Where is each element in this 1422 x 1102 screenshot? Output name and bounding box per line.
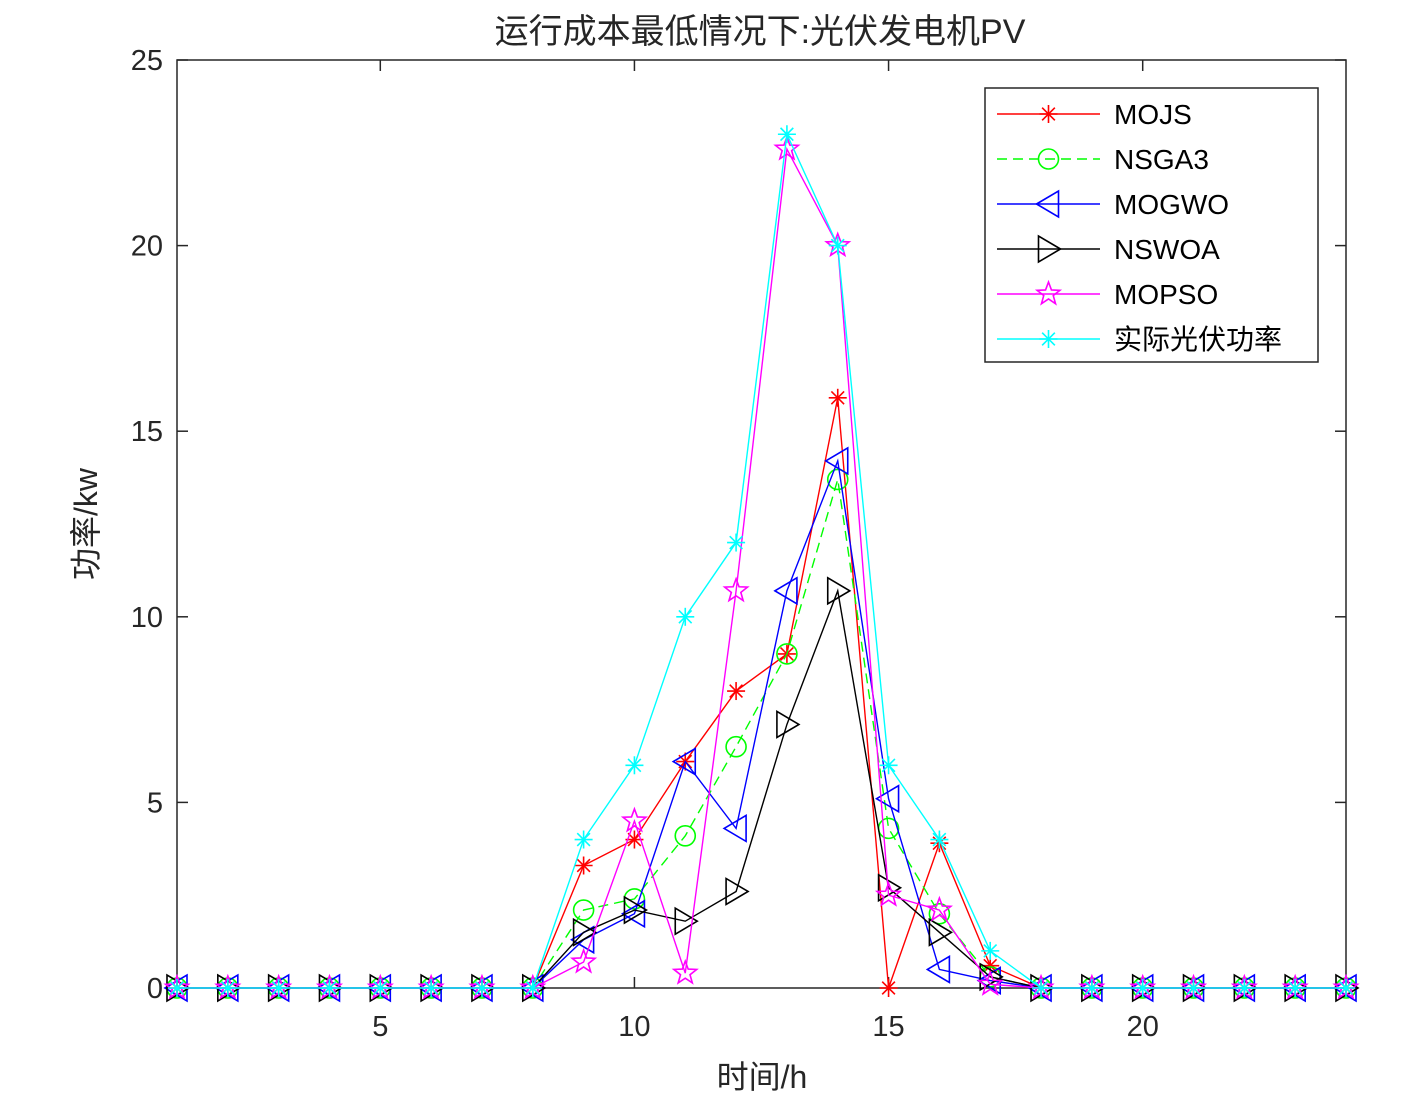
- data-point: [773, 576, 798, 606]
- data-point: [930, 830, 949, 849]
- y-tick-label: 20: [131, 231, 163, 263]
- legend-label: NSGA3: [1114, 144, 1209, 175]
- data-point: [620, 899, 646, 929]
- data-point: [879, 979, 898, 997]
- data-point: [1082, 979, 1101, 997]
- legend-label: MOPSO: [1114, 279, 1218, 310]
- data-point: [928, 902, 951, 925]
- x-tick-label: 10: [618, 1011, 650, 1043]
- data-point: [1037, 234, 1063, 264]
- series-实际光伏功率: [168, 125, 1355, 997]
- y-tick-label: 25: [131, 45, 163, 77]
- data-point: [1184, 979, 1203, 997]
- series-layer: [163, 125, 1360, 1003]
- data-point: [925, 895, 953, 922]
- data-point: [976, 969, 1004, 996]
- data-point: [1032, 979, 1051, 997]
- data-point: [826, 468, 849, 491]
- data-point: [269, 979, 288, 997]
- y-tick-label: 0: [147, 973, 163, 1005]
- data-point: [523, 979, 542, 997]
- data-point: [777, 125, 796, 144]
- y-axis-label: 功率/kw: [68, 467, 104, 580]
- data-point: [1133, 979, 1152, 997]
- data-point: [572, 917, 598, 947]
- y-tick-label: 5: [147, 787, 163, 819]
- data-point: [928, 917, 953, 947]
- data-point: [371, 979, 390, 997]
- data-point: [824, 446, 849, 476]
- data-point: [879, 756, 898, 775]
- data-point: [727, 533, 746, 552]
- legend-label: NSWOA: [1114, 234, 1220, 265]
- data-point: [671, 958, 699, 985]
- data-point: [574, 830, 593, 849]
- y-tick-label: 10: [131, 602, 163, 634]
- x-tick-label: 15: [872, 1011, 904, 1043]
- data-point: [874, 784, 900, 814]
- data-point: [674, 825, 697, 847]
- legend-item: NSWOA: [997, 234, 1220, 265]
- tick-labels: 5 10 15 20 0 5 10 15 20 25: [131, 45, 1159, 1043]
- data-point: [828, 236, 847, 255]
- legend-item: MOJS: [997, 99, 1192, 130]
- data-point: [168, 979, 186, 997]
- data-point: [1034, 279, 1063, 306]
- data-point: [877, 873, 903, 903]
- data-point: [826, 576, 852, 606]
- data-point: [570, 947, 598, 974]
- data-point: [1034, 189, 1060, 219]
- data-point: [422, 979, 441, 997]
- legend-label: MOJS: [1114, 99, 1192, 130]
- data-point: [722, 576, 750, 603]
- legend-box: [984, 87, 1319, 363]
- data-point: [1286, 979, 1305, 997]
- data-point: [676, 607, 695, 626]
- data-point: [828, 388, 847, 407]
- legend-item: MOPSO: [997, 279, 1218, 310]
- legend-label: 实际光伏功率: [1114, 324, 1282, 355]
- y-tick-label: 15: [131, 416, 163, 448]
- data-point: [773, 134, 801, 161]
- data-point: [472, 979, 491, 997]
- data-point: [572, 899, 595, 921]
- legend: MOJS NSGA3 MOGWO NSWOA MOPSO 实际光伏功率: [984, 87, 1319, 363]
- data-point: [776, 643, 798, 665]
- data-point: [623, 895, 649, 925]
- legend-item: NSGA3: [997, 144, 1209, 175]
- chart-title: 运行成本最低情况下:光伏发电机PV: [495, 13, 1026, 51]
- data-point: [1337, 979, 1355, 997]
- data-point: [1039, 330, 1058, 348]
- data-point: [218, 979, 237, 997]
- data-point: [625, 756, 644, 775]
- data-point: [874, 880, 903, 907]
- x-tick-label: 20: [1127, 1011, 1159, 1043]
- data-point: [925, 955, 951, 984]
- x-tick-label: 5: [372, 1011, 388, 1043]
- x-axis-label: 时间/h: [717, 1059, 808, 1095]
- data-point: [671, 747, 697, 776]
- data-point: [725, 735, 747, 758]
- data-point: [320, 979, 339, 997]
- data-point: [725, 877, 750, 906]
- data-point: [574, 856, 593, 875]
- data-point: [1039, 105, 1058, 123]
- data-point: [620, 806, 649, 833]
- data-point: [981, 941, 1000, 960]
- data-point: [727, 682, 746, 701]
- data-point: [1037, 148, 1060, 170]
- data-point: [1235, 979, 1254, 997]
- data-point: [722, 813, 747, 843]
- legend-item: 实际光伏功率: [997, 324, 1282, 355]
- data-point: [674, 906, 699, 936]
- legend-label: MOGWO: [1114, 189, 1229, 220]
- legend-item: MOGWO: [997, 189, 1229, 220]
- data-point: [979, 962, 1004, 992]
- data-point: [776, 710, 801, 739]
